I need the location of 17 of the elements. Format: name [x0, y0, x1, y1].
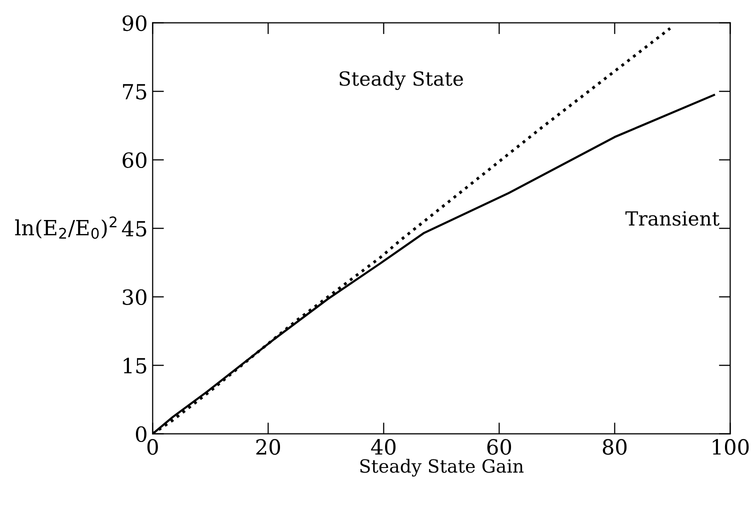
x-tick-label: 20 [256, 439, 280, 455]
y-axis-title: ln(E$_{2}$/E$_{0}$)$^{2}$ [15, 216, 116, 239]
y-tick-label: 0 [136, 426, 146, 442]
x-tick-label: 40 [371, 439, 396, 455]
x-tick-label: 100 [712, 439, 749, 455]
x-tick-label: 80 [602, 439, 627, 455]
x-tick-label: 0 [147, 439, 158, 455]
x-tick-label: 60 [487, 439, 512, 455]
y-tick-label: 75 [123, 84, 146, 100]
annotation: Transient [625, 211, 720, 226]
y-tick-label: 90 [122, 15, 146, 32]
y-tick-label: 30 [122, 289, 146, 306]
y-tick-label: 45 [122, 220, 146, 237]
y-tick-label: 15 [124, 358, 146, 374]
x-axis-title: Steady State Gain [360, 458, 524, 477]
annotation: Steady State [340, 70, 463, 90]
y-tick-label: 60 [122, 152, 146, 168]
